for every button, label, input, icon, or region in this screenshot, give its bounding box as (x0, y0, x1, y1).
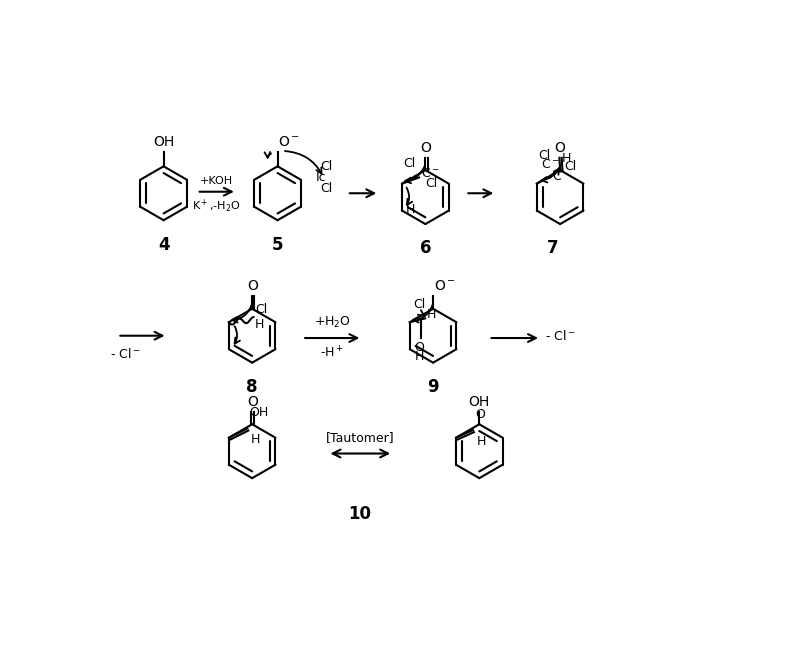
Text: Cl: Cl (425, 178, 438, 191)
Text: OH: OH (250, 406, 269, 419)
Text: O: O (421, 141, 432, 155)
Text: K$^+$,-H$_2$O: K$^+$,-H$_2$O (192, 198, 241, 215)
Text: O$^-$: O$^-$ (434, 279, 456, 294)
Text: H: H (562, 152, 571, 165)
Text: H: H (255, 318, 264, 331)
Text: O: O (247, 395, 258, 409)
Text: Cl: Cl (564, 160, 576, 173)
Text: 7: 7 (546, 240, 558, 257)
Text: O: O (247, 279, 258, 294)
Text: 5: 5 (272, 236, 283, 253)
Text: 10: 10 (349, 505, 371, 523)
Text: O: O (414, 341, 424, 354)
Text: Ic: Ic (315, 171, 326, 184)
Text: 4: 4 (158, 236, 170, 253)
Text: 9: 9 (427, 378, 439, 396)
Text: OH: OH (468, 395, 489, 409)
Text: +H$_2$O: +H$_2$O (314, 315, 350, 330)
Text: O: O (475, 408, 485, 421)
Text: Cl: Cl (413, 298, 425, 312)
Text: O: O (554, 141, 566, 155)
Text: H: H (414, 350, 424, 363)
Text: 6: 6 (420, 240, 431, 257)
Text: H: H (477, 435, 486, 448)
Text: - Cl$^-$: - Cl$^-$ (110, 347, 141, 362)
Text: C$^-$: C$^-$ (421, 167, 439, 181)
Text: 8: 8 (246, 378, 258, 396)
Text: OH: OH (153, 135, 174, 150)
Text: Cl: Cl (538, 149, 550, 162)
Text: Cl: Cl (255, 303, 267, 316)
Text: Cl: Cl (321, 181, 333, 194)
Text: +KOH: +KOH (200, 176, 234, 185)
Text: C$^-$: C$^-$ (541, 158, 559, 171)
Text: [Tautomer]: [Tautomer] (326, 432, 394, 445)
Text: H: H (251, 433, 261, 446)
Text: C: C (552, 170, 561, 183)
Text: Cl: Cl (404, 157, 416, 170)
Text: H: H (406, 203, 415, 216)
Text: O$^-$: O$^-$ (278, 135, 301, 150)
Text: -H$^+$: -H$^+$ (320, 346, 344, 361)
Text: Cl: Cl (321, 160, 333, 173)
Text: H: H (426, 308, 436, 321)
Text: - Cl$^-$: - Cl$^-$ (545, 329, 576, 343)
